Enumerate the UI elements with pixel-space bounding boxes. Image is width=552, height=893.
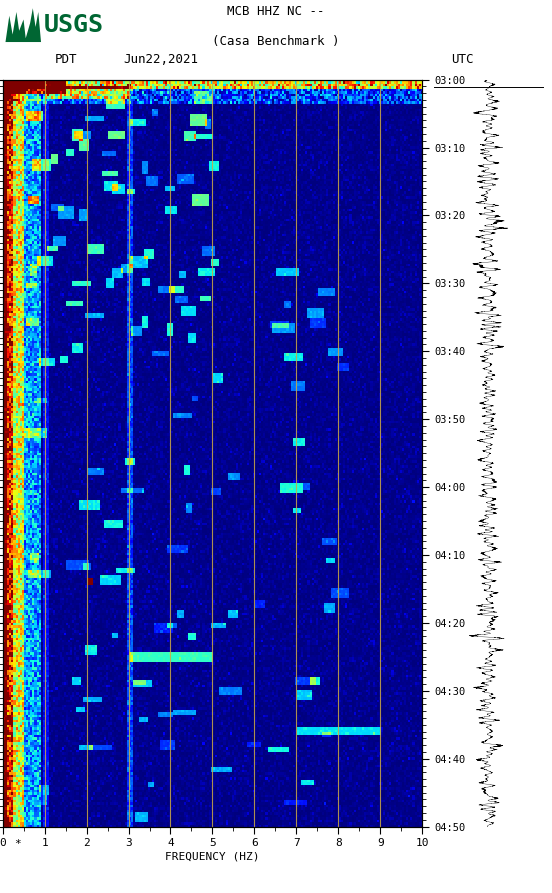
Text: (Casa Benchmark ): (Casa Benchmark ) (213, 35, 339, 47)
X-axis label: FREQUENCY (HZ): FREQUENCY (HZ) (165, 851, 259, 861)
Polygon shape (6, 8, 41, 42)
Text: USGS: USGS (44, 13, 104, 38)
Text: *: * (14, 839, 20, 849)
Text: MCB HHZ NC --: MCB HHZ NC -- (227, 5, 325, 18)
Text: PDT: PDT (55, 53, 77, 66)
Text: UTC: UTC (451, 53, 474, 66)
Text: Jun22,2021: Jun22,2021 (123, 53, 198, 66)
